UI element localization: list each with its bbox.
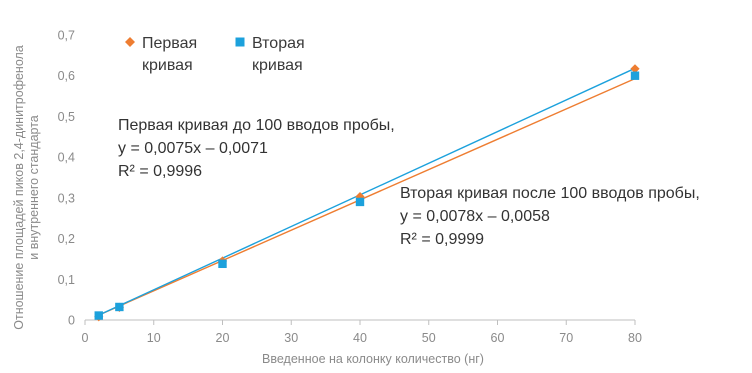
legend: Первая кривая Вторая кривая bbox=[125, 35, 305, 74]
annotation-2-line: y = 0,0078x – 0,0058 bbox=[400, 208, 550, 225]
point-series-1 bbox=[630, 64, 640, 74]
x-tick-label: 0 bbox=[82, 331, 89, 345]
point-series-2 bbox=[355, 197, 365, 207]
axis-titles: Введенное на колонку количество (нг) Отно… bbox=[12, 45, 484, 366]
annotation-2-line: R² = 0,9999 bbox=[400, 231, 484, 248]
trendline-series-1 bbox=[98, 77, 636, 316]
x-tick-label: 60 bbox=[491, 331, 505, 345]
legend-label-series-2: кривая bbox=[252, 57, 303, 74]
legend-marker-series-1 bbox=[125, 37, 135, 47]
annotation-1-line: y = 0,0075x – 0,0071 bbox=[118, 140, 268, 157]
legend-label-series-1: Первая bbox=[142, 35, 197, 52]
y-tick-label: 0,3 bbox=[58, 191, 75, 205]
point-series-2 bbox=[115, 302, 124, 312]
x-tick-label: 80 bbox=[628, 331, 642, 345]
legend-label-series-2: Вторая bbox=[252, 35, 305, 52]
point-series-2 bbox=[94, 311, 103, 320]
point-series-2 bbox=[218, 259, 227, 269]
annotation-2-line: Вторая кривая после 100 вводов пробы, bbox=[400, 185, 700, 202]
annotation-1-line: Первая кривая до 100 вводов пробы, bbox=[118, 117, 395, 134]
x-tick-label: 20 bbox=[216, 331, 230, 345]
y-tick-label: 0,7 bbox=[58, 29, 75, 43]
point-series-2 bbox=[630, 71, 640, 80]
trendline-series-2 bbox=[98, 67, 636, 316]
x-tick-label: 50 bbox=[422, 331, 436, 345]
x-tick-label: 40 bbox=[353, 331, 367, 345]
axes: 0 10 20 30 40 50 60 70 80 0 0,1 0,2 0,3 0,4 0,5 0,6 0,7 bbox=[58, 29, 642, 346]
y-tick-label: 0,2 bbox=[58, 232, 75, 246]
x-tick-label: 70 bbox=[559, 331, 573, 345]
y-tick-label: 0,4 bbox=[58, 151, 75, 165]
y-tick-label: 0,1 bbox=[58, 273, 75, 287]
x-tick-label: 10 bbox=[147, 331, 161, 345]
data-points bbox=[94, 64, 640, 322]
trendlines bbox=[98, 67, 636, 316]
legend-marker-series-2 bbox=[235, 37, 245, 47]
x-tick-label: 30 bbox=[284, 331, 298, 345]
annotation-1-line: R² = 0,9996 bbox=[118, 163, 202, 180]
annotations: Первая кривая до 100 вводов пробы, y = 0,… bbox=[118, 117, 700, 248]
y-tick-label: 0,6 bbox=[58, 69, 75, 83]
y-tick-label: 0 bbox=[68, 314, 75, 328]
x-axis-title: Введенное на колонку количество (нг) bbox=[262, 352, 484, 366]
y-axis-title-line-2: и внутреннего стандарта bbox=[27, 115, 41, 260]
y-axis-title-line-1: Отношение площадей пиков 2,4-динитрофено… bbox=[12, 45, 26, 330]
legend-label-series-1: кривая bbox=[142, 57, 193, 74]
y-tick-label: 0,5 bbox=[58, 110, 75, 124]
